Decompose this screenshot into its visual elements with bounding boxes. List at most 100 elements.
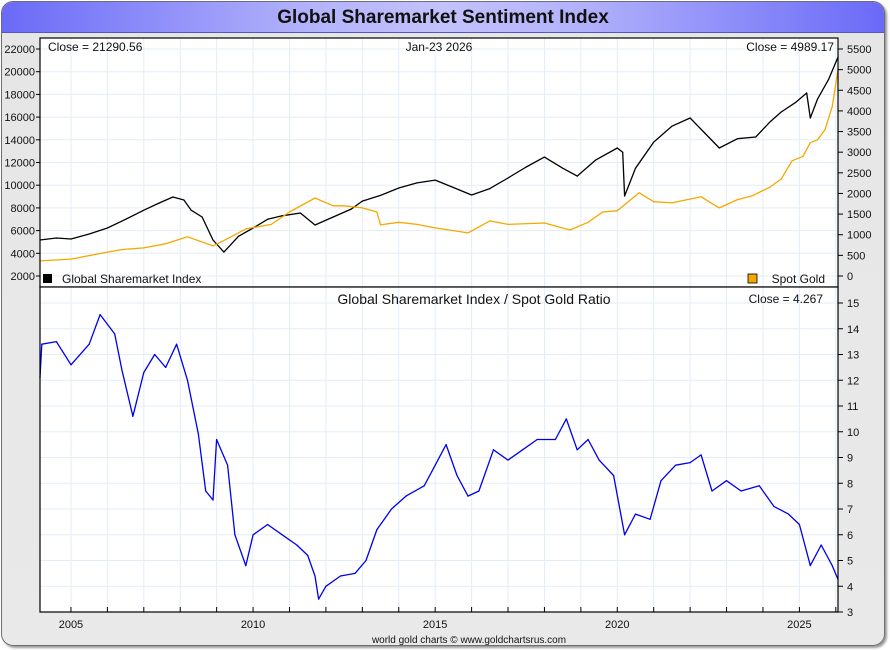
share-index-point	[780, 111, 782, 113]
ratio-point	[376, 529, 378, 531]
ratio-point	[114, 333, 116, 335]
legend-swatch-spot-gold	[747, 273, 758, 284]
spot-gold-point	[143, 247, 145, 249]
ratio-close-label: Close = 4.267	[749, 292, 824, 306]
share-index-point	[223, 251, 225, 253]
spot-gold-point	[398, 221, 400, 223]
ratio-tick-label: 6	[847, 530, 853, 542]
ratio-tick-label: 7	[847, 504, 853, 516]
ratio-point	[660, 480, 662, 482]
spot-gold-point	[245, 228, 247, 230]
share-index-point	[183, 199, 185, 201]
ratio-point	[390, 508, 393, 510]
legend-label-share-index: Global Sharemarket Index	[62, 272, 201, 286]
share-index-point	[507, 177, 509, 179]
spot-gold-point	[70, 258, 72, 260]
ratio-point	[339, 575, 342, 577]
ratio-point	[132, 415, 134, 417]
right-tick-label: 1500	[847, 209, 871, 221]
spot-gold-point	[802, 155, 804, 157]
ratio-point	[165, 366, 167, 368]
share-index-point	[361, 200, 363, 202]
ratio-point	[445, 444, 447, 446]
ratio-tick-label: 3	[847, 607, 853, 619]
share-index-point	[562, 167, 564, 169]
spot-gold-point	[780, 178, 782, 180]
ratio-tick-label: 14	[847, 324, 859, 336]
spot-gold-point	[314, 197, 316, 199]
ratio-point	[175, 343, 178, 345]
left-tick-label: 22000	[4, 44, 35, 56]
ratio-point	[245, 565, 247, 567]
ratio-point	[758, 485, 760, 487]
share-index-point	[314, 224, 316, 226]
right-tick-label: 500	[847, 250, 865, 262]
ratio-point	[143, 371, 145, 374]
right-tick-label: 2500	[847, 168, 871, 180]
ratio-point	[507, 459, 509, 461]
right-tick-label: 4500	[847, 85, 871, 97]
ratio-point	[809, 565, 811, 567]
share-index-point	[704, 132, 706, 134]
ratio-point	[521, 449, 524, 451]
share-index-point	[576, 175, 578, 177]
left-tick-label: 4000	[11, 248, 35, 260]
ratio-point	[598, 459, 600, 461]
x-tick-label: 2010	[241, 619, 265, 631]
upper-panel: 2000400060008000100001200014000160001800…	[4, 37, 871, 288]
ratio-point	[88, 343, 90, 345]
upper-grid	[40, 38, 838, 287]
ratio-point	[773, 505, 775, 508]
left-tick-label: 20000	[4, 67, 35, 79]
ratio-point	[740, 490, 742, 492]
spot-gold-point	[467, 232, 469, 234]
ratio-point	[212, 499, 214, 501]
spot-gold-point	[376, 211, 378, 213]
left-tick-label: 18000	[4, 89, 35, 101]
upper-left-axis: 2000 4000 6000 8000 10000 12000 14000 16000 1800…	[4, 44, 40, 283]
spot-gold-point	[824, 129, 826, 131]
share-index-point	[398, 187, 400, 189]
ratio-point	[434, 464, 436, 466]
ratio-point	[307, 554, 309, 556]
spot-gold-point	[751, 195, 753, 197]
ratio-point	[613, 474, 615, 477]
share-index-point	[70, 238, 72, 240]
ratio-point	[354, 572, 356, 574]
ratio-point	[492, 449, 495, 451]
ratio-point	[325, 585, 327, 587]
right-tick-label: 4000	[847, 106, 871, 118]
spot-gold-point	[361, 207, 363, 209]
ratio-point	[186, 379, 189, 381]
spot-gold-point	[416, 223, 418, 226]
ratio-tick-label: 15	[847, 298, 859, 310]
share-index-point	[543, 156, 546, 158]
share-index-point	[299, 212, 302, 214]
share-index-point	[157, 202, 159, 204]
chart-title: Global Sharemarket Sentiment Index	[277, 7, 609, 28]
right-tick-label: 1000	[847, 230, 871, 242]
lower-lines	[39, 313, 839, 600]
spot-gold-point	[817, 139, 819, 141]
ratio-point	[798, 523, 800, 526]
share-close-label: Close = 21290.56	[48, 40, 143, 54]
ratio-point	[467, 495, 469, 497]
right-tick-label: 5000	[847, 65, 871, 77]
x-tick-label: 2005	[59, 619, 83, 631]
share-index-point	[689, 117, 691, 119]
share-index-point	[623, 195, 626, 197]
ratio-point	[587, 438, 589, 441]
share-index-point	[795, 101, 797, 103]
left-tick-label: 12000	[4, 158, 35, 170]
share-index-point	[809, 117, 811, 119]
spot-gold-point	[186, 236, 189, 238]
spot-gold-point	[288, 211, 291, 213]
spot-gold-point	[507, 223, 509, 226]
spot-gold-point	[602, 211, 604, 213]
ratio-point	[70, 364, 72, 366]
share-index-point	[594, 159, 597, 161]
share-index-point	[190, 209, 192, 211]
ratio-point	[205, 490, 207, 492]
spot-gold-point	[831, 106, 833, 108]
right-tick-label: 0	[847, 271, 853, 283]
